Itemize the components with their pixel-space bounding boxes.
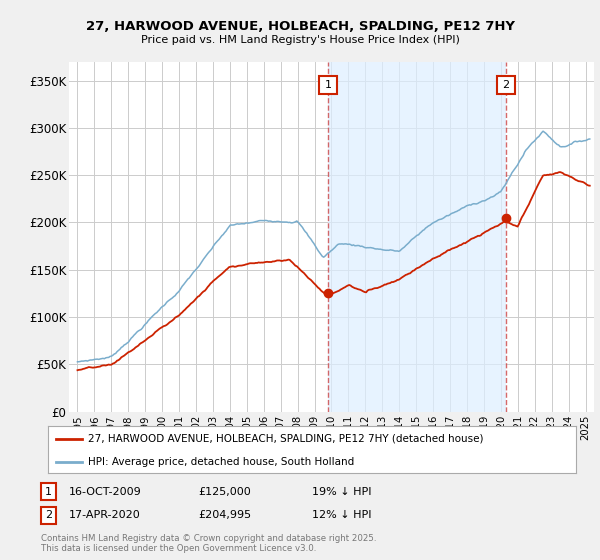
Text: 27, HARWOOD AVENUE, HOLBEACH, SPALDING, PE12 7HY (detached house): 27, HARWOOD AVENUE, HOLBEACH, SPALDING, …: [88, 434, 483, 444]
Text: 2: 2: [45, 510, 52, 520]
Text: Contains HM Land Registry data © Crown copyright and database right 2025.
This d: Contains HM Land Registry data © Crown c…: [41, 534, 376, 553]
Text: 19% ↓ HPI: 19% ↓ HPI: [312, 487, 371, 497]
Text: 12% ↓ HPI: 12% ↓ HPI: [312, 510, 371, 520]
Text: 2: 2: [502, 80, 509, 90]
Text: £204,995: £204,995: [198, 510, 251, 520]
Text: Price paid vs. HM Land Registry's House Price Index (HPI): Price paid vs. HM Land Registry's House …: [140, 35, 460, 45]
Bar: [328, 62, 506, 412]
Text: HPI: Average price, detached house, South Holland: HPI: Average price, detached house, Sout…: [88, 457, 354, 467]
Text: 1: 1: [45, 487, 52, 497]
Text: 27, HARWOOD AVENUE, HOLBEACH, SPALDING, PE12 7HY: 27, HARWOOD AVENUE, HOLBEACH, SPALDING, …: [86, 20, 515, 32]
Text: £125,000: £125,000: [198, 487, 251, 497]
Text: 17-APR-2020: 17-APR-2020: [69, 510, 141, 520]
Text: 1: 1: [325, 80, 331, 90]
Text: 16-OCT-2009: 16-OCT-2009: [69, 487, 142, 497]
